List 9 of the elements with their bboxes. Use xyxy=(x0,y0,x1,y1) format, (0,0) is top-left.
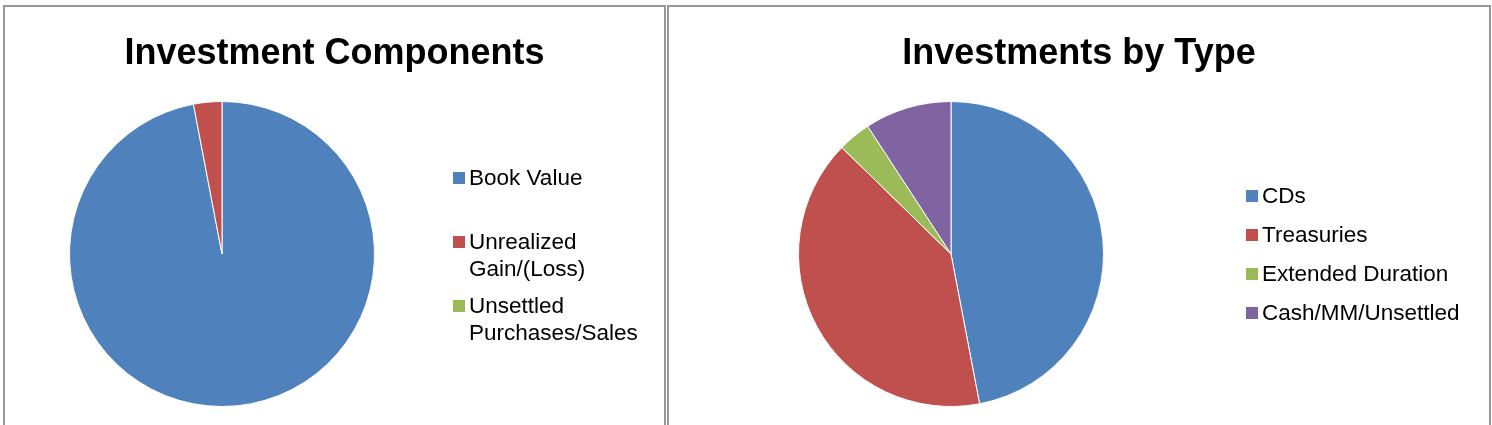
chart-title: Investments by Type xyxy=(901,31,1257,72)
legend-label: CDs xyxy=(1262,182,1307,209)
legend-label: Unrealized Gain/(Loss) xyxy=(469,228,587,282)
legend-label: Cash/MM/Unsettled xyxy=(1262,299,1461,326)
legend-label: Extended Duration xyxy=(1262,260,1450,287)
legend-label: Treasuries xyxy=(1262,221,1369,248)
legend-label: Book Value xyxy=(469,164,584,191)
chart-title: Investment Components xyxy=(123,31,546,72)
legend-label: Unsettled Purchases/Sales xyxy=(469,292,639,346)
